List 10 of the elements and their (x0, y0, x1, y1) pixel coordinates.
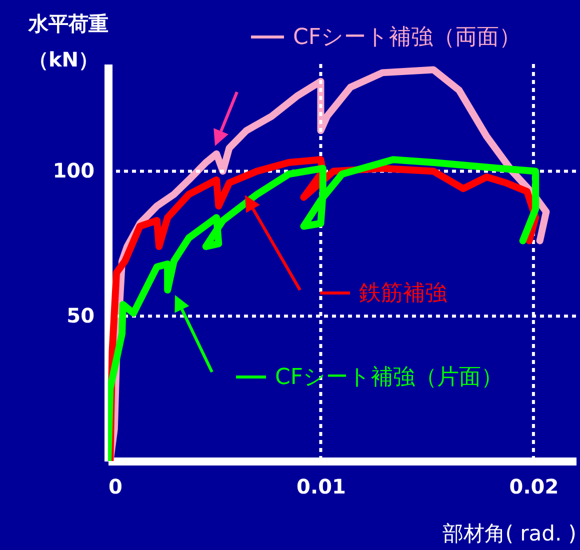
x-tick-label: 0 (108, 474, 122, 498)
x-tick-label: 0.02 (509, 474, 559, 498)
legend-label: CFシート補強（片面） (275, 365, 504, 390)
legend-label: CFシート補強（両面） (293, 25, 522, 50)
x-tick-label: 0.01 (296, 474, 346, 498)
y-tick-label: 100 (52, 158, 94, 183)
legend-label: 鉄筋補強 (359, 281, 447, 306)
y-axis-title: 水平荷重（kN） (28, 12, 108, 72)
y-tick-label: 50 (66, 304, 94, 328)
x-axis-title: 部材角( rad. ) (442, 522, 576, 546)
